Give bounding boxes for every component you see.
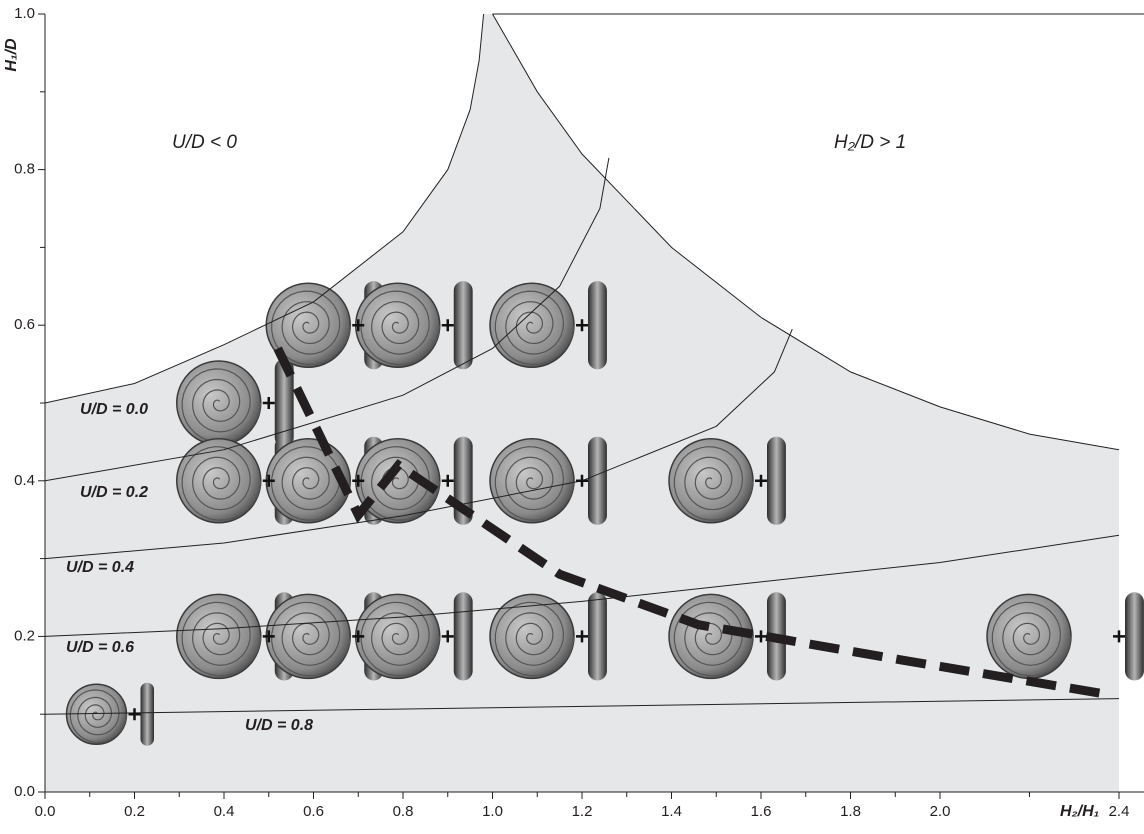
shell-body [265, 593, 351, 680]
x-tick-label: 1.8 [840, 803, 861, 820]
x-tick-label: 1.4 [661, 803, 682, 820]
point [441, 630, 454, 643]
point [576, 319, 588, 332]
point [128, 708, 141, 721]
x-axis-label: H₂/H₁ [1060, 803, 1099, 820]
annotation: U/D < 0 [172, 132, 237, 153]
shell [489, 436, 607, 525]
shell [986, 592, 1144, 681]
shell-tube [453, 281, 473, 370]
curve-label: U/D = 0.2 [80, 484, 148, 501]
shell-tube [274, 358, 294, 448]
shell [489, 592, 607, 681]
shell [65, 682, 154, 746]
shells [65, 281, 1144, 746]
shell-body [176, 438, 262, 524]
shell-body [668, 438, 754, 524]
y-tick-label: 0.8 [14, 161, 35, 178]
shell-tube [588, 592, 607, 681]
curve-label: U/D = 0.0 [80, 401, 148, 418]
x-tick-label: 1.2 [572, 803, 593, 820]
point [262, 630, 275, 643]
y-tick-label: 0.0 [14, 783, 35, 800]
point [352, 319, 365, 332]
point [755, 630, 767, 643]
boundary-curve [492, 13, 1120, 451]
point [1113, 630, 1125, 643]
shell-spiral [673, 601, 754, 677]
shell [355, 281, 473, 370]
shell-tube [767, 436, 786, 525]
shell-spiral [360, 446, 441, 521]
curve [44, 698, 1120, 715]
shell-spiral [494, 601, 575, 677]
x-tick-label: 1.0 [482, 803, 503, 820]
curve [44, 534, 1120, 637]
x-tick-label: 2.0 [930, 803, 951, 820]
trend-line [273, 346, 1111, 700]
y-tick-label: 0.6 [14, 316, 35, 333]
shell-spiral [673, 446, 754, 521]
shell-spiral [494, 446, 575, 521]
shell-tube [453, 592, 473, 681]
curve-label: U/D = 0.4 [66, 559, 134, 576]
x-tick-label: 0.6 [303, 803, 324, 820]
shell-spiral [494, 290, 575, 366]
shell [668, 592, 786, 681]
curve [44, 157, 610, 482]
shell-body [489, 438, 575, 524]
point [352, 630, 365, 643]
shell-spiral [271, 290, 351, 366]
shell-body [355, 282, 441, 368]
shell [355, 592, 473, 681]
shell-body [176, 593, 262, 680]
point [352, 474, 365, 487]
shell-body [176, 360, 262, 446]
shell [489, 281, 607, 370]
x-tick-label: 0.0 [35, 803, 56, 820]
shell-spiral [181, 368, 262, 443]
x-tick-label: 0.8 [393, 803, 414, 820]
point [262, 397, 275, 409]
shell-tube [1125, 592, 1144, 681]
shell-body [489, 593, 575, 680]
point [576, 474, 588, 487]
point [441, 474, 454, 487]
shell-spiral [271, 601, 351, 677]
x-tick-label: 2.4 [1109, 803, 1130, 820]
curve-label: U/D = 0.8 [245, 717, 313, 734]
y-axis-label: H₁/D [3, 38, 20, 72]
curve-label: U/D = 0.6 [66, 639, 134, 656]
annotation: H₂/D > 1 [834, 132, 906, 153]
shell-spiral [991, 601, 1072, 677]
point [755, 474, 767, 487]
plot: 0.0 0.2 0.4 0.6 0.8 1.0 1.2 1.4 1.6 1.8 2.0 2.4 0.0 0… [14, 5, 1144, 820]
curve [44, 13, 485, 404]
shell [176, 358, 294, 448]
y-tick-label: 1.0 [14, 5, 35, 22]
shell-body [986, 593, 1072, 680]
shell-spiral [360, 290, 441, 366]
shell-tube [588, 281, 607, 370]
shell-spiral [69, 689, 128, 743]
shell-body [489, 282, 575, 368]
point [576, 630, 588, 643]
x-tick-label: 0.4 [214, 803, 235, 820]
y-tick-label: 0.2 [14, 627, 35, 644]
x-tick-label: 1.6 [751, 803, 772, 820]
shell [668, 436, 786, 525]
x-tick-label: 0.2 [124, 803, 145, 820]
shell-tube [588, 436, 607, 525]
shell-spiral [181, 446, 262, 521]
shell-spiral [360, 601, 441, 677]
shell-spiral [181, 601, 262, 677]
shell-body [355, 593, 441, 680]
shell-tube [140, 682, 154, 746]
point [262, 474, 275, 487]
point [441, 319, 454, 332]
shell-spiral [271, 446, 351, 521]
y-tick-label: 0.4 [14, 472, 35, 489]
